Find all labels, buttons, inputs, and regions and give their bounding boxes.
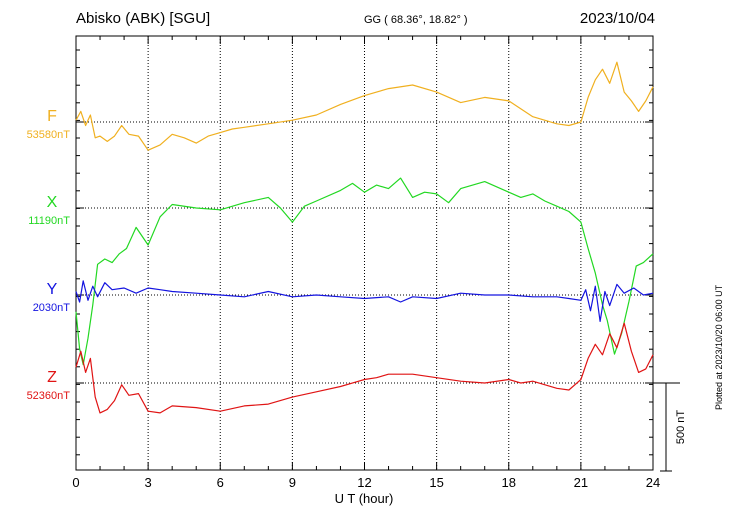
x-tick-label: 0 xyxy=(72,475,79,490)
series-line-x xyxy=(75,177,654,366)
x-tick-label: 21 xyxy=(574,475,588,490)
x-tick-label: 6 xyxy=(217,475,224,490)
scale-bar-label: 500 nT xyxy=(675,410,687,445)
grid-lines xyxy=(76,36,653,470)
series-name-f: F xyxy=(47,108,57,125)
x-tick-label: 15 xyxy=(429,475,443,490)
series-baseline-z: 52360nT xyxy=(27,390,71,402)
date-label: 2023/10/04 xyxy=(579,10,655,27)
series-line-y xyxy=(75,280,654,322)
series-lines xyxy=(75,61,654,414)
x-tick-label: 24 xyxy=(646,475,660,490)
series-baseline-y: 2030nT xyxy=(33,302,71,314)
x-tick-label: 3 xyxy=(145,475,152,490)
series-name-z: Z xyxy=(47,369,57,386)
plotted-timestamp: Plotted at 2023/10/20 06:00 UT xyxy=(714,284,724,410)
x-tick-label: 9 xyxy=(289,475,296,490)
coordinates-label: GG ( 68.36°, 18.82° ) xyxy=(364,14,468,26)
series-baseline-f: 53580nT xyxy=(27,129,71,141)
x-axis-label: U T (hour) xyxy=(335,491,394,506)
series-name-x: X xyxy=(47,194,58,211)
series-name-y: Y xyxy=(47,281,58,298)
x-tick-label: 12 xyxy=(357,475,371,490)
scale-bar: 500 nT xyxy=(653,382,687,472)
axis-ticks: 0 3 6 9 12 15 18 21 24 xyxy=(72,36,660,490)
series-line-z xyxy=(75,322,654,414)
series-line-f xyxy=(75,61,654,151)
series-baseline-x: 11190nT xyxy=(28,215,70,227)
series-labels: F 53580nT X 11190nT Y 2030nT Z 52360nT xyxy=(27,108,71,402)
x-tick-label: 18 xyxy=(502,475,516,490)
station-title: Abisko (ABK) [SGU] xyxy=(76,10,211,27)
